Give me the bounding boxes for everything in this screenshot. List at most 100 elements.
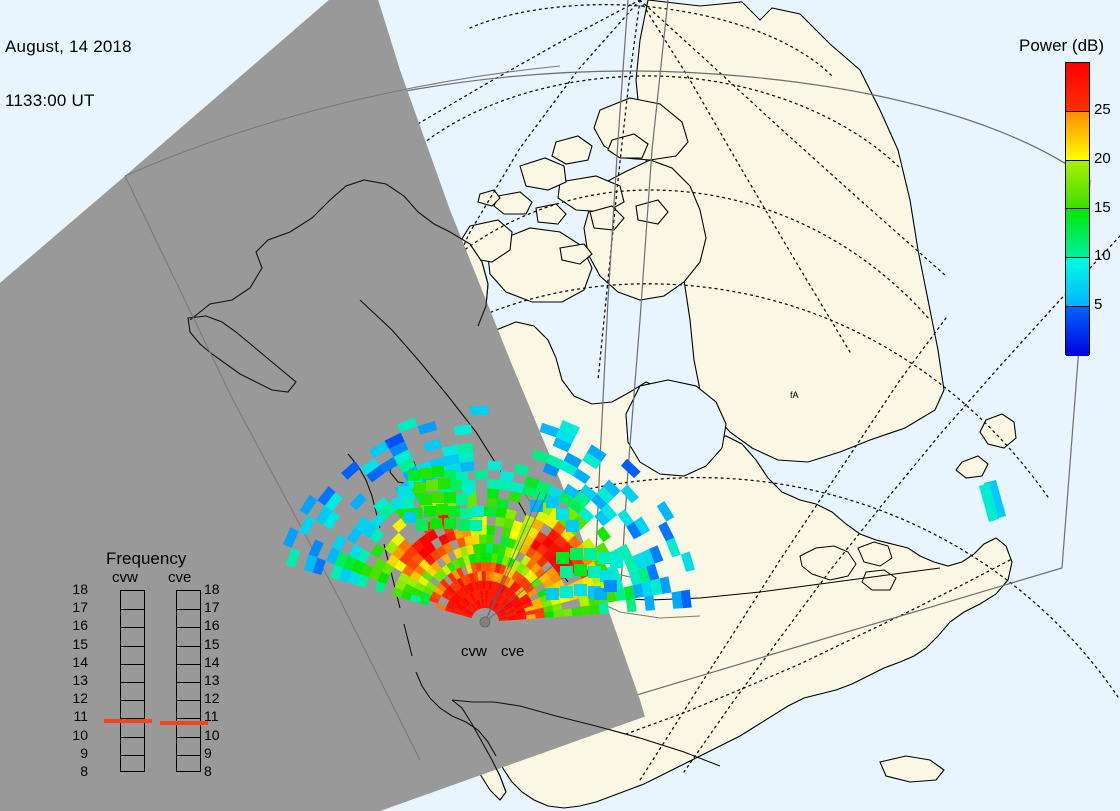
fan-cell (445, 607, 455, 614)
fan-cell (535, 612, 545, 619)
fan-cell (537, 588, 549, 598)
fan-cell (362, 522, 378, 539)
fan-cell (521, 580, 532, 590)
fan-cell (472, 543, 481, 554)
timestamp-block: August, 14 2018 1133:00 UT (5, 2, 132, 146)
fan-cell (602, 479, 621, 498)
fan-cell (493, 582, 500, 592)
grid-meridian-1 (597, 0, 641, 381)
fan-cell (514, 605, 525, 612)
great-lakes (799, 541, 897, 591)
fan-cell (504, 588, 513, 598)
fan-cell (658, 521, 675, 542)
fan-cell (530, 539, 542, 552)
gauge-tick-cve-16 (177, 627, 200, 629)
fan-cell (418, 559, 431, 571)
fan-cell (524, 584, 535, 594)
fan-cell (578, 596, 590, 607)
fan-cell (498, 614, 508, 619)
fan-cell (567, 535, 582, 550)
fan-cell (560, 528, 575, 542)
fan-cell (524, 475, 540, 489)
fan-cell (539, 501, 554, 516)
fan-cell (414, 564, 426, 576)
fan-cell (525, 609, 536, 616)
fan-cell (464, 610, 473, 616)
fan-cell (460, 598, 469, 607)
fan-cell (455, 605, 466, 612)
fan-cell (472, 506, 484, 517)
fan-cell (520, 554, 532, 566)
fan-cell (462, 554, 471, 566)
fan-cell (462, 613, 472, 619)
fan-cell (479, 589, 484, 600)
frequency-gauge-cvw[interactable] (120, 590, 145, 772)
fan-cell (409, 570, 422, 582)
fan-cell (459, 545, 469, 557)
fan-cell (389, 441, 409, 457)
fan-cell (504, 603, 514, 611)
fan-cell (402, 565, 415, 577)
fan-cell (308, 539, 324, 558)
fan-cell (406, 576, 418, 588)
frequency-gauge-cve[interactable] (176, 590, 201, 772)
fan-cell (465, 563, 473, 574)
fan-cell (491, 553, 499, 564)
fan-cell (405, 545, 418, 559)
fan-cell (626, 521, 643, 540)
colorbar-tick-5: 5 (1094, 296, 1103, 314)
fan-cell (369, 440, 389, 458)
gauge-tick-cvw-11 (121, 718, 144, 720)
fan-cell (373, 557, 387, 572)
fan-cell (436, 504, 448, 515)
fan-cell (496, 554, 505, 565)
fan-cell (446, 603, 456, 611)
fan-cell (360, 563, 374, 578)
fan-cell (578, 507, 595, 523)
fan-cell (457, 603, 467, 611)
fan-cell (450, 480, 462, 491)
fan-cell (465, 497, 477, 509)
fan-cell (411, 552, 425, 565)
fan-cell (478, 580, 483, 590)
fan-cell (474, 590, 480, 601)
fan-cell (546, 588, 559, 600)
fan-cell (441, 592, 452, 601)
fan-cell (504, 546, 514, 558)
gauge-tick-cve-11 (177, 718, 200, 720)
fan-cell (628, 569, 642, 586)
fan-cell (480, 562, 486, 572)
fan-cell (468, 604, 477, 612)
fan-cell (475, 600, 481, 610)
fan-cell (544, 611, 554, 618)
fan-cell (472, 571, 479, 582)
fan-cell (441, 553, 452, 565)
fan-cell (465, 608, 474, 615)
fan-cell (480, 552, 487, 563)
fan-cell (574, 491, 591, 508)
fan-cell (315, 505, 333, 525)
colorbar-band-0-5 (1066, 307, 1089, 356)
fan-cell (464, 595, 472, 604)
fan-cell (418, 597, 429, 606)
fan-cell (486, 543, 494, 554)
fan-cell (451, 594, 461, 603)
fan-cell (303, 554, 318, 573)
gauge-tick-label-cvw-8: 8 (80, 763, 88, 779)
fan-cell (414, 482, 426, 493)
fan-cell (617, 509, 634, 527)
fan-cell (392, 498, 404, 509)
fan-cell (459, 461, 475, 472)
fan-cell (460, 575, 469, 586)
fan-cell (582, 452, 602, 470)
fan-cell (420, 468, 432, 479)
fan-cell (471, 581, 478, 592)
fan-cell (499, 470, 514, 482)
fan-cell (533, 602, 544, 610)
fan-cell (449, 597, 459, 606)
fan-cell (479, 543, 487, 553)
fan-cell (397, 417, 418, 433)
fan-cell (554, 535, 568, 549)
fan-cell (482, 580, 486, 590)
